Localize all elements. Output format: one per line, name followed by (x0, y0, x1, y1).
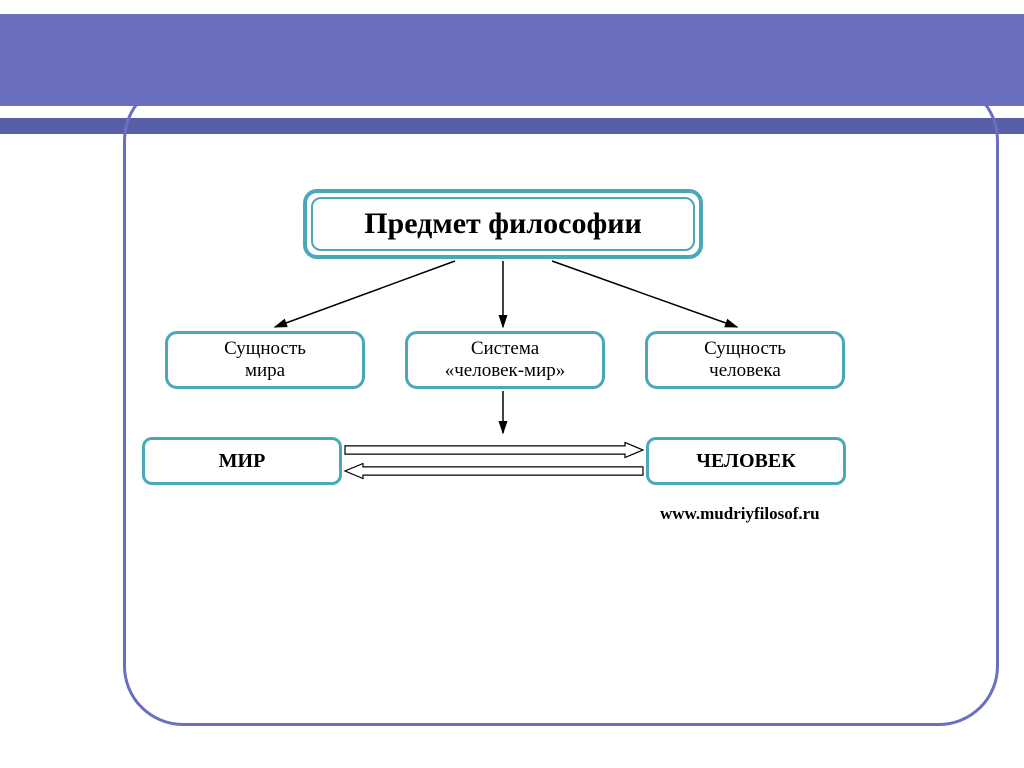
bottom-box-label: ЧЕЛОВЕК (696, 450, 795, 473)
sub-box-essence-world: Сущностьмира (165, 331, 365, 389)
bottom-box-label: МИР (219, 450, 266, 473)
footer-url: www.mudriyfilosof.ru (660, 504, 820, 524)
slide: Предмет философии Сущностьмира Система«ч… (0, 0, 1024, 768)
bottom-box-world: МИР (142, 437, 342, 485)
sub-box-system-man-world: Система«человек-мир» (405, 331, 605, 389)
bottom-box-man: ЧЕЛОВЕК (646, 437, 846, 485)
sub-box-label: Система«человек-мир» (445, 338, 566, 382)
title-box: Предмет философии (311, 197, 695, 251)
content-frame (123, 80, 999, 726)
title-label: Предмет философии (364, 207, 642, 241)
sub-box-label: Сущностьмира (224, 338, 306, 382)
sub-box-essence-man: Сущностьчеловека (645, 331, 845, 389)
sub-box-label: Сущностьчеловека (704, 338, 786, 382)
title-box-outer: Предмет философии (303, 189, 703, 259)
